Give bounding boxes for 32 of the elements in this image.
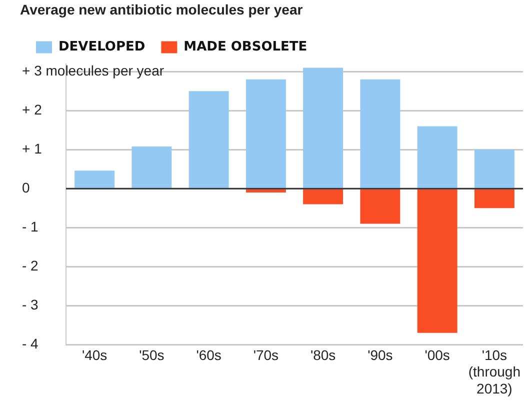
bar [132,146,172,188]
bar [74,170,115,188]
y-tick-label: + 3 molecules per year [22,62,164,78]
y-tick-label: - 1 [22,218,39,234]
bar [188,91,229,188]
bar [360,189,400,224]
y-tick-label: + 1 [22,140,42,156]
x-tick-label: '60s [196,346,222,363]
x-tick-label: '10s (through 2013) [468,346,521,396]
y-tick-label: - 2 [22,257,39,274]
x-tick-label: '90s [368,346,393,363]
x-tick-label: '40s [82,346,108,363]
bar [303,189,344,204]
x-tick-label: '70s [253,346,279,363]
x-tick-label: '00s [424,346,450,363]
bar [246,189,286,192]
bar [417,189,458,333]
y-tick-label: + 2 [22,101,42,118]
y-tick-label: - 3 [22,296,39,312]
bar [303,68,344,188]
bar [246,79,286,188]
chart-title: Average new antibiotic molecules per year [20,1,304,18]
bar [417,126,458,188]
bar [474,189,514,208]
x-tick-label: '80s [310,346,336,363]
y-tick-label: 0 [22,179,30,196]
bar [360,79,400,188]
y-tick-label: - 4 [22,335,39,352]
legend-label: DEVELOPED [58,40,146,55]
bar [474,150,514,188]
x-tick-label: '50s [139,346,164,363]
legend-label: MADE OBSOLETE [184,40,308,55]
